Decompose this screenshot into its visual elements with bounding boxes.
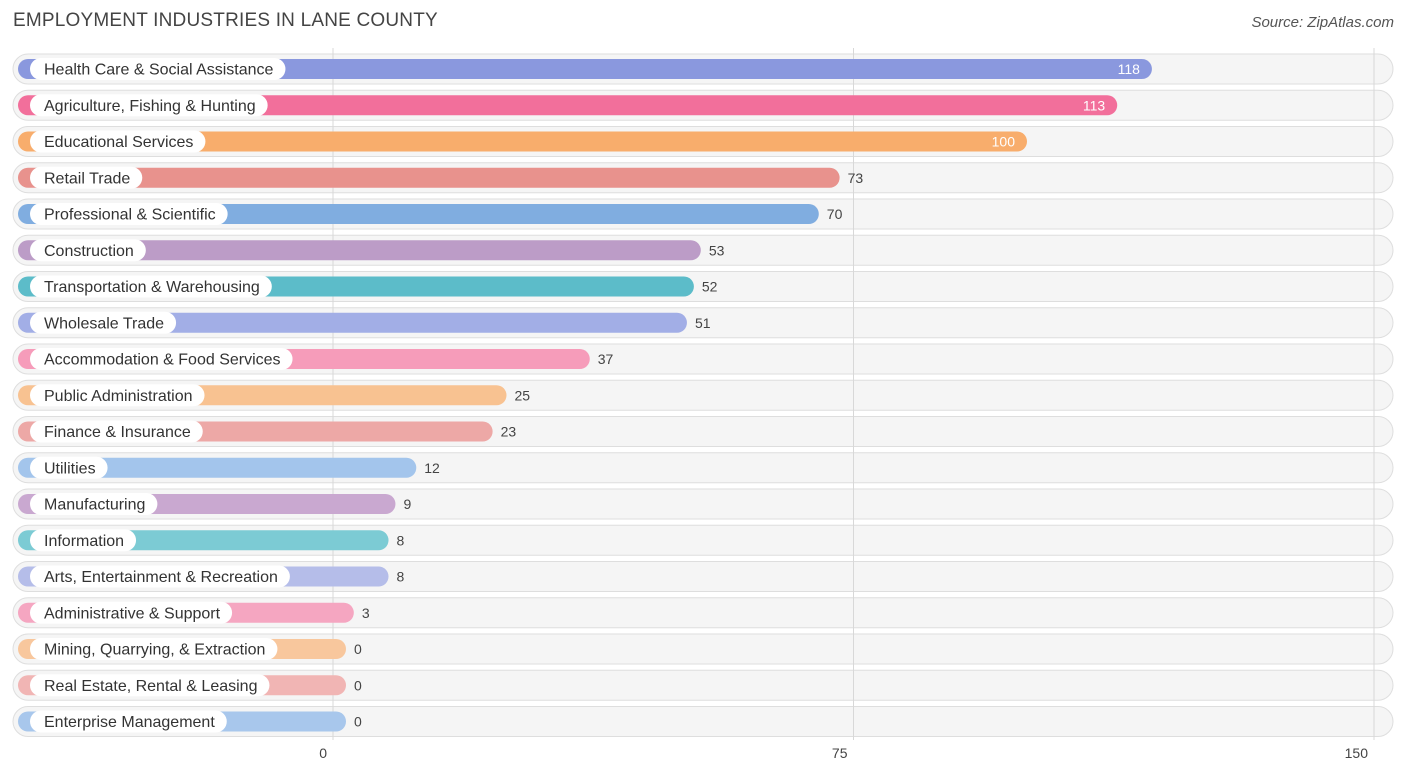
value-label: 23 bbox=[501, 424, 517, 440]
chart-title: EMPLOYMENT INDUSTRIES IN LANE COUNTY bbox=[13, 10, 438, 31]
category-label-pill bbox=[30, 601, 233, 624]
bar bbox=[18, 312, 687, 333]
category-label: Health Care & Social Assistance bbox=[44, 62, 274, 79]
category-label-pill bbox=[30, 203, 228, 225]
bar bbox=[18, 95, 1118, 116]
x-tick-label: 150 bbox=[1345, 745, 1369, 761]
value-label: 0 bbox=[354, 677, 362, 693]
category-label-pill bbox=[30, 311, 177, 334]
x-tick-label: 75 bbox=[832, 745, 848, 761]
value-label: 8 bbox=[397, 532, 405, 548]
category-label-pill bbox=[30, 493, 158, 515]
x-tick-label: 0 bbox=[319, 745, 327, 761]
bar bbox=[18, 131, 1027, 152]
category-label: Public Administration bbox=[44, 388, 193, 405]
category-label: Accommodation & Food Services bbox=[44, 352, 281, 369]
category-label-pill bbox=[30, 420, 203, 443]
value-label: 25 bbox=[515, 387, 531, 403]
category-label-pill bbox=[30, 565, 290, 588]
row-track bbox=[12, 706, 1394, 737]
category-label-pill bbox=[30, 384, 205, 407]
value-label: 3 bbox=[362, 605, 370, 621]
category-label-pill bbox=[30, 348, 293, 370]
category-label-pill bbox=[30, 58, 286, 80]
category-label: Utilities bbox=[44, 460, 96, 477]
category-label: Manufacturing bbox=[44, 497, 145, 514]
category-label-pill bbox=[30, 710, 227, 733]
value-label: 37 bbox=[598, 351, 614, 367]
value-label: 8 bbox=[397, 569, 405, 585]
category-label: Agriculture, Fishing & Hunting bbox=[44, 98, 256, 115]
category-label: Transportation & Warehousing bbox=[44, 279, 260, 296]
category-label: Mining, Quarrying, & Extraction bbox=[44, 642, 265, 659]
row-track bbox=[12, 669, 1394, 701]
category-label: Wholesale Trade bbox=[44, 315, 164, 332]
value-label: 70 bbox=[827, 206, 843, 222]
category-label: Enterprise Management bbox=[44, 714, 215, 731]
category-label-pill bbox=[30, 638, 278, 660]
category-label: Educational Services bbox=[44, 134, 193, 151]
category-label-pill bbox=[30, 130, 206, 153]
value-label: 118 bbox=[1118, 61, 1141, 77]
value-label: 113 bbox=[1083, 97, 1106, 113]
category-label: Real Estate, Rental & Leasing bbox=[44, 678, 257, 695]
value-label: 12 bbox=[424, 460, 440, 476]
bar bbox=[18, 167, 840, 188]
category-label-pill bbox=[30, 94, 268, 117]
category-label: Administrative & Support bbox=[44, 605, 221, 622]
category-label-pill bbox=[30, 239, 146, 262]
bar bbox=[18, 457, 417, 478]
category-label: Construction bbox=[44, 243, 134, 260]
row-track bbox=[12, 597, 1394, 629]
category-label-pill bbox=[30, 166, 143, 189]
chart-source: Source: ZipAtlas.com bbox=[1251, 14, 1394, 31]
value-label: 53 bbox=[709, 242, 725, 258]
category-label: Retail Trade bbox=[44, 170, 130, 187]
bar bbox=[18, 59, 1152, 79]
category-label: Arts, Entertainment & Recreation bbox=[44, 569, 278, 586]
category-label: Professional & Scientific bbox=[44, 207, 216, 224]
value-label: 73 bbox=[848, 170, 864, 186]
row-track bbox=[12, 633, 1394, 665]
value-label: 52 bbox=[702, 279, 718, 295]
value-label: 0 bbox=[354, 714, 362, 730]
value-label: 100 bbox=[992, 134, 1016, 150]
category-label-pill bbox=[30, 529, 137, 552]
category-label: Finance & Insurance bbox=[44, 424, 191, 441]
category-label-pill bbox=[30, 456, 108, 479]
category-label-pill bbox=[30, 674, 270, 697]
value-label: 51 bbox=[695, 315, 711, 331]
bar bbox=[18, 240, 701, 261]
category-label: Information bbox=[44, 533, 124, 550]
value-label: 9 bbox=[403, 496, 411, 512]
value-label: 0 bbox=[354, 641, 362, 657]
category-label-pill bbox=[30, 275, 272, 298]
